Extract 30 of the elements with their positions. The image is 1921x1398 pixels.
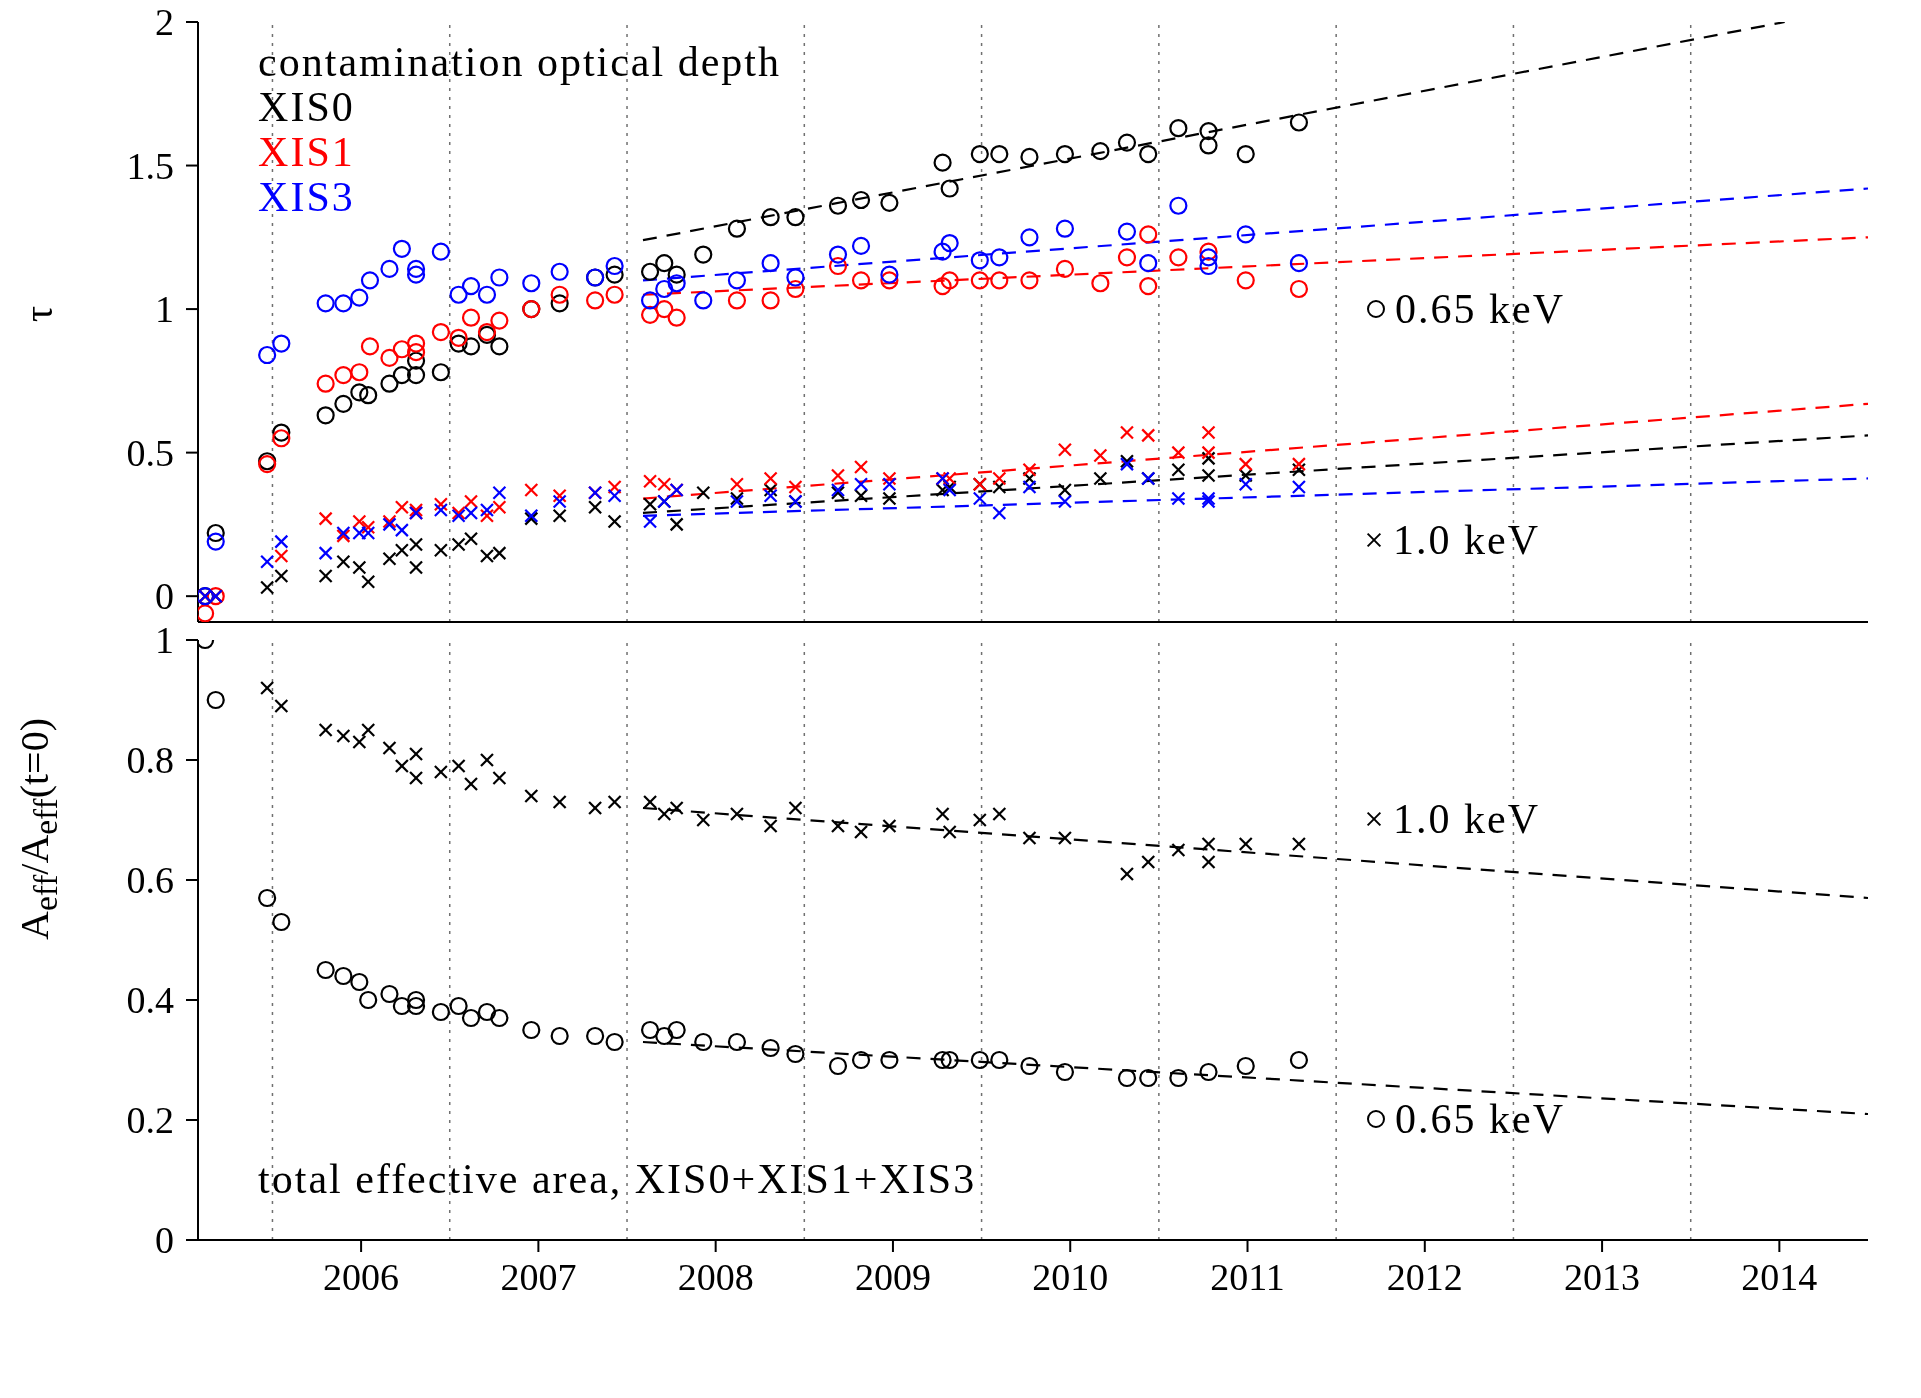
y-tick-label: 0 <box>155 1219 174 1261</box>
annotation: 0.65 keV <box>1395 285 1565 334</box>
x-tick-label: 2012 <box>1386 1256 1463 1298</box>
y-tick-label: 1 <box>155 288 174 331</box>
y-tick-label: 0.4 <box>126 979 174 1021</box>
text: XIS0 <box>258 84 356 130</box>
y-tick-label: 0.2 <box>126 1099 174 1141</box>
y-tick-label: 2 <box>155 1 174 43</box>
text: XIS1 <box>258 129 356 175</box>
y-tick-label: 0.5 <box>126 431 174 474</box>
legend-title: contamination optical depth <box>258 39 781 85</box>
x-tick-label: 2007 <box>500 1256 577 1298</box>
x-tick-label: 2008 <box>677 1256 754 1298</box>
annotation: 0.65 keV <box>1395 1094 1565 1143</box>
y-axis-title: τ <box>15 305 61 322</box>
x-tick-label: 2006 <box>323 1256 400 1298</box>
annotation: total effective area, XIS0+XIS1+XIS3 <box>258 1154 977 1203</box>
annotation: 1.0 keV <box>1393 794 1540 843</box>
series-label: XIS3 <box>258 174 356 220</box>
x-tick-label: 2013 <box>1564 1256 1641 1298</box>
x-tick-label: 2014 <box>1741 1256 1818 1298</box>
y-tick-label: 1 <box>155 619 174 661</box>
x-tick-label: 2011 <box>1210 1256 1285 1298</box>
x-tick-label: 2009 <box>854 1256 931 1298</box>
y-tick-label: 0 <box>155 575 174 618</box>
x-tick-label: 2010 <box>1032 1256 1109 1298</box>
y-tick-label: 0.6 <box>126 859 174 901</box>
y-tick-label: 1.5 <box>126 144 174 187</box>
annotation: 1.0 keV <box>1393 516 1540 565</box>
y-tick-label: 0.8 <box>126 739 174 781</box>
